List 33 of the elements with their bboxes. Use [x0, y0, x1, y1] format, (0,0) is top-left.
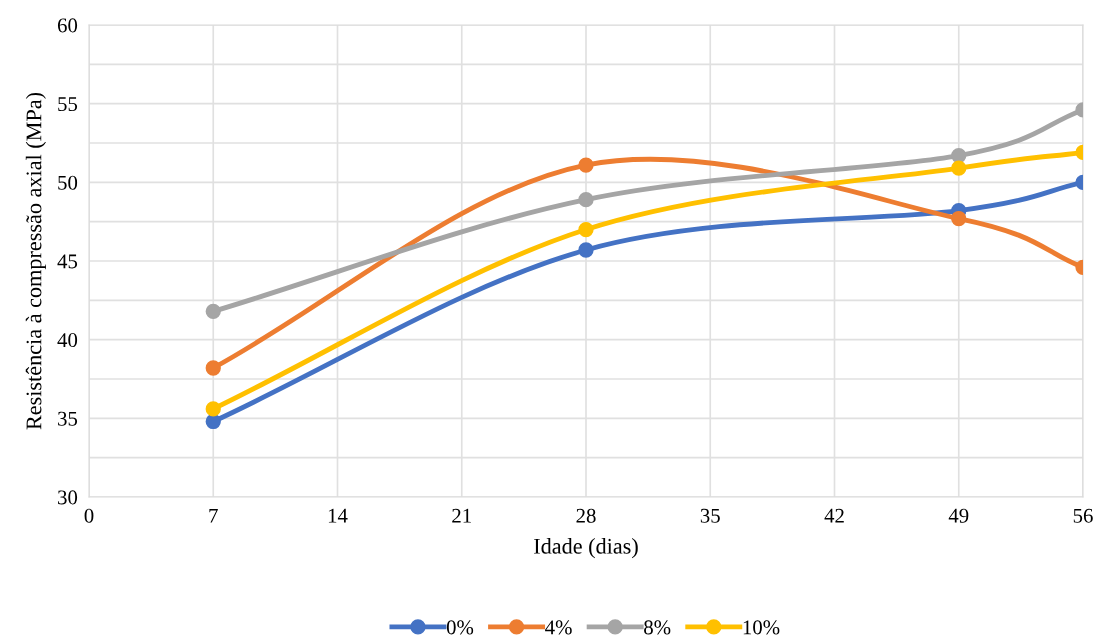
y-tick-label: 60	[57, 18, 78, 33]
point	[205, 360, 221, 376]
y-tick-label: 35	[58, 411, 78, 426]
legend-label: 0%	[446, 620, 474, 635]
legend-label: 4%	[545, 620, 572, 635]
y-tick-label: 30	[58, 490, 78, 505]
point	[578, 192, 594, 208]
x-tick-label: 35	[700, 508, 720, 523]
y-tick-label: 50	[58, 175, 78, 190]
legend-label: 10%	[743, 620, 780, 635]
y-tick-label: 55	[58, 97, 78, 112]
x-tick-label: 56	[1073, 508, 1093, 523]
point	[951, 147, 967, 164]
x-tick-label: 7	[209, 508, 218, 523]
point	[578, 157, 594, 173]
point	[951, 160, 967, 176]
point	[205, 401, 221, 417]
x-tick-label: 0	[84, 508, 94, 523]
point	[578, 242, 594, 258]
x-tick-label: 49	[948, 508, 969, 523]
point	[578, 221, 594, 238]
point	[951, 210, 967, 227]
point	[205, 413, 221, 430]
x-tick-label: 42	[824, 508, 844, 523]
y-axis-title: Resistência à compressão axial (MPa)	[25, 92, 46, 430]
x-axis-title: Idade (dias)	[534, 538, 638, 559]
x-tick-label: 28	[576, 508, 596, 523]
legend-label: 8%	[644, 620, 671, 635]
point	[205, 303, 221, 319]
y-tick-label: 40	[57, 333, 78, 348]
x-tick-label: 14	[328, 508, 348, 523]
y-tick-label: 45	[57, 254, 78, 269]
x-tick-label: 21	[452, 508, 471, 523]
